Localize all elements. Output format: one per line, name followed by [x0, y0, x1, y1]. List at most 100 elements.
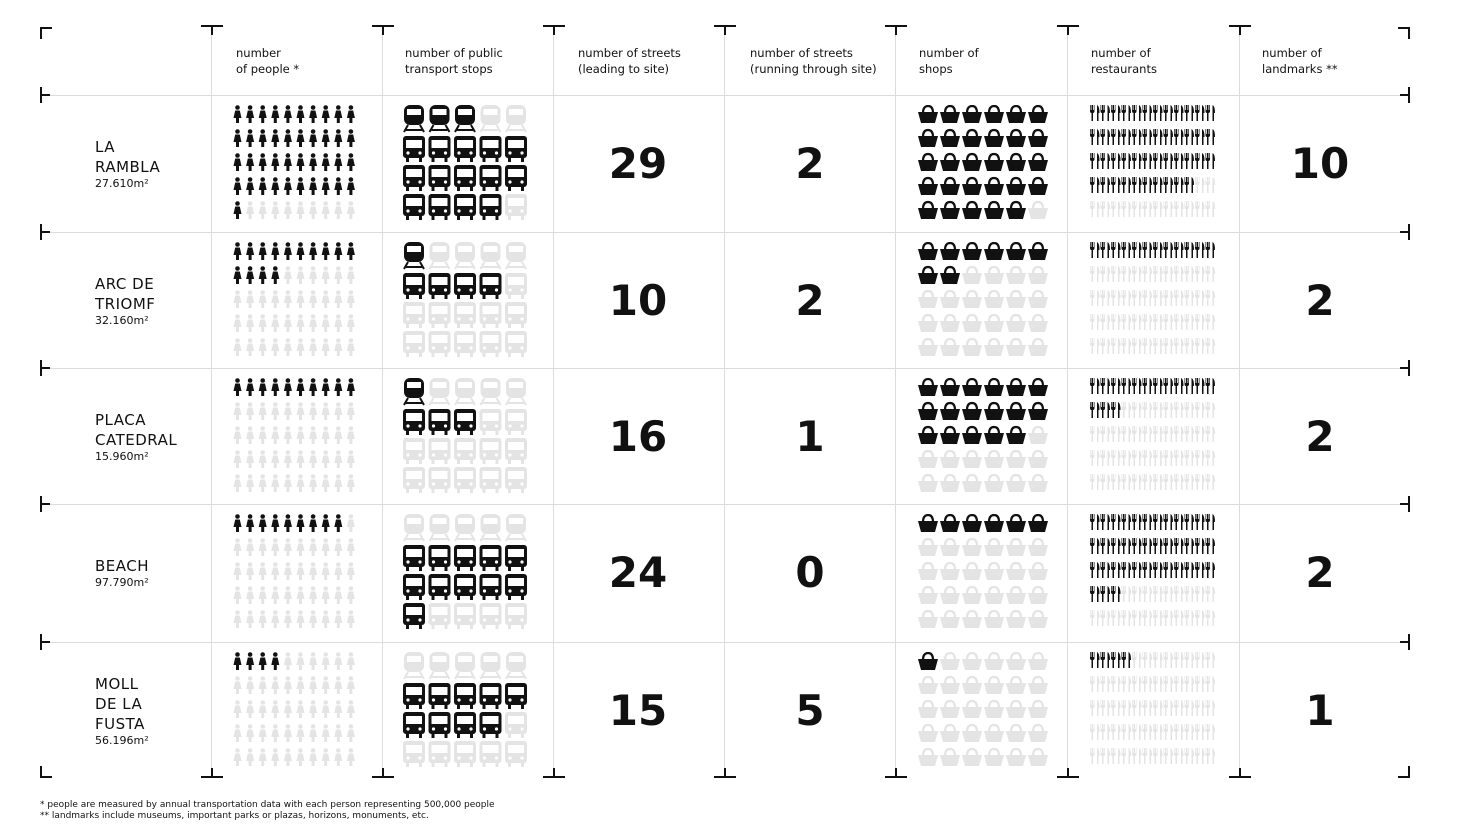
- cutlery-icon: [1195, 586, 1205, 602]
- person-icon: [346, 586, 355, 604]
- cutlery-icon: [1163, 266, 1173, 282]
- cutlery-icon: [1174, 290, 1184, 306]
- train-icon: [454, 652, 476, 680]
- bus-icon: [428, 136, 451, 162]
- cutlery-icon: [1174, 652, 1184, 668]
- shopping-basket-icon: [1006, 289, 1026, 308]
- person-icon: [246, 266, 255, 284]
- person-icon: [258, 652, 267, 670]
- cutlery-icon: [1090, 652, 1100, 668]
- shopping-basket-icon: [984, 242, 1004, 260]
- person-icon: [321, 129, 330, 147]
- shopping-basket-icon: [962, 378, 982, 396]
- shopping-basket-icon: [1006, 723, 1026, 742]
- cutlery-icon: [1090, 538, 1100, 554]
- person-icon: [334, 562, 343, 580]
- train-icon: [479, 105, 502, 133]
- shopping-basket-icon: [1028, 747, 1048, 766]
- cutlery-icon: [1090, 378, 1100, 394]
- shopping-basket-icon: [984, 561, 1004, 580]
- person-icon: [283, 610, 292, 628]
- bus-icon: [479, 409, 502, 435]
- person-icon: [271, 586, 280, 604]
- person-icon: [258, 586, 267, 604]
- cutlery-icon: [1090, 748, 1100, 764]
- header-streets-through-line1: number of streets: [750, 46, 853, 60]
- cutlery-icon: [1184, 378, 1194, 394]
- row-divider: [40, 95, 1410, 96]
- shopping-basket-icon: [918, 537, 938, 556]
- cutlery-icon: [1132, 514, 1142, 530]
- bus-icon: [428, 194, 451, 220]
- shopping-basket-icon: [1006, 675, 1026, 694]
- bus-icon: [479, 574, 502, 600]
- site-name: PLACA CATEDRAL: [95, 410, 178, 449]
- person-icon: [296, 610, 305, 628]
- cutlery-icon: [1205, 450, 1215, 466]
- tick-mark: [40, 367, 50, 369]
- person-icon: [309, 538, 318, 556]
- cutlery-icon: [1142, 290, 1152, 306]
- tick-mark: [1400, 231, 1410, 233]
- shopping-basket-icon: [962, 242, 982, 260]
- person-icon: [233, 676, 242, 694]
- person-icon: [309, 724, 318, 742]
- cutlery-icon: [1142, 724, 1152, 740]
- person-icon: [258, 177, 267, 195]
- cutlery-icon: [1111, 105, 1121, 121]
- cutlery-icon: [1184, 450, 1194, 466]
- cutlery-icon: [1163, 129, 1173, 145]
- person-icon: [309, 378, 318, 396]
- shopping-basket-icon: [918, 699, 938, 718]
- cutlery-icon: [1195, 338, 1205, 354]
- cutlery-icon: [1184, 586, 1194, 602]
- cutlery-icon: [1184, 676, 1194, 692]
- person-icon: [233, 724, 242, 742]
- person-icon: [346, 290, 355, 308]
- tick-mark: [40, 27, 52, 29]
- bus-icon: [479, 331, 502, 357]
- cutlery-icon: [1205, 724, 1215, 740]
- person-icon: [283, 562, 292, 580]
- cutlery-icon: [1100, 338, 1110, 354]
- person-icon: [233, 562, 242, 580]
- cutlery-icon: [1142, 266, 1152, 282]
- cutlery-icon: [1153, 242, 1163, 258]
- person-icon: [309, 450, 318, 468]
- cutlery-icon: [1111, 514, 1121, 530]
- cutlery-icon: [1132, 724, 1142, 740]
- bus-icon: [505, 165, 527, 191]
- person-icon: [258, 378, 267, 396]
- shopping-basket-icon: [1006, 585, 1026, 604]
- person-icon: [271, 562, 280, 580]
- person-icon: [233, 266, 242, 284]
- train-icon: [428, 105, 451, 133]
- cutlery-icon: [1205, 514, 1215, 530]
- streets-leading-value: 10: [608, 275, 668, 325]
- cutlery-icon: [1142, 177, 1152, 193]
- cutlery-icon: [1153, 378, 1163, 394]
- streets-through-value: 2: [795, 275, 825, 325]
- tick-mark: [211, 25, 213, 35]
- person-icon: [246, 129, 255, 147]
- shopping-basket-icon: [962, 313, 982, 332]
- cutlery-icon: [1132, 474, 1142, 490]
- person-icon: [283, 676, 292, 694]
- site-label: BEACH 97.790m²: [95, 556, 149, 590]
- person-icon: [334, 242, 343, 260]
- shopping-basket-icon: [940, 378, 960, 396]
- cutlery-icon: [1121, 652, 1131, 668]
- cutlery-icon: [1174, 514, 1184, 530]
- person-icon: [296, 129, 305, 147]
- cutlery-icon: [1100, 700, 1110, 716]
- person-icon: [346, 724, 355, 742]
- person-icon: [246, 338, 255, 356]
- cutlery-icon: [1184, 426, 1194, 442]
- header-streets-leading-line1: number of streets: [578, 46, 681, 60]
- person-icon: [258, 610, 267, 628]
- cutlery-icon: [1142, 562, 1152, 578]
- cutlery-icon: [1132, 610, 1142, 626]
- cutlery-icon: [1142, 450, 1152, 466]
- cutlery-icon: [1205, 201, 1215, 217]
- cutlery-icon: [1153, 105, 1163, 121]
